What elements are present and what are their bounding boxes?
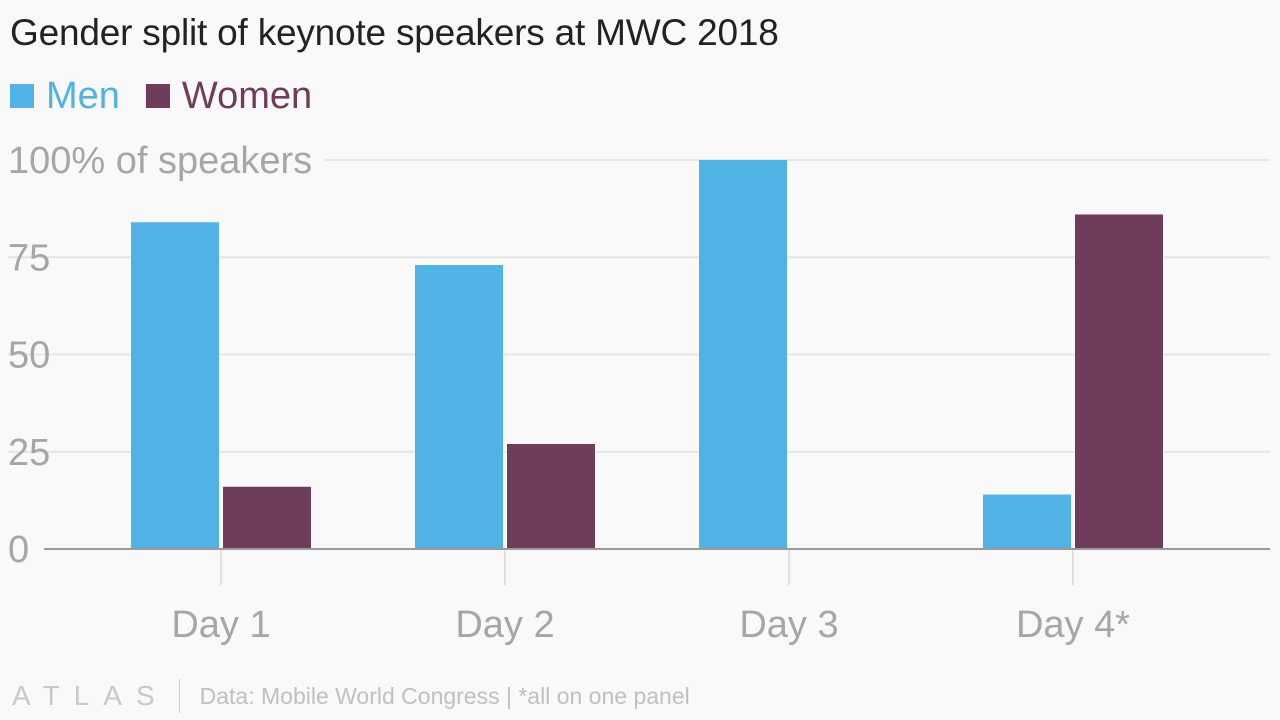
y-tick-label: 75 [8,237,50,279]
footer-divider [178,679,180,713]
bar [415,265,503,549]
legend-label-women: Women [181,74,313,117]
legend-swatch-women [145,84,170,108]
bar [983,494,1071,549]
y-tick-label: 50 [8,335,50,377]
legend-item-women: Women [145,74,313,118]
legend-swatch-men [10,84,34,108]
atlas-logo: ATLAS [12,680,169,711]
footer: ATLAS Data: Mobile World Congress | *all… [12,678,690,714]
legend-label-men: Men [46,74,120,117]
source-note: Data: Mobile World Congress | *all on on… [199,682,690,709]
bar [699,160,787,549]
y-tick-label: 0 [8,529,29,571]
bar [1075,214,1163,549]
x-tick-label: Day 2 [455,604,554,646]
x-tick-label: Day 1 [171,604,270,646]
y-tick-label: 100% of speakers [8,140,312,182]
legend: Men Women [10,74,338,118]
legend-item-men: Men [10,75,120,118]
bar [131,222,219,550]
x-tick-label: Day 3 [739,604,838,646]
bar [507,443,595,549]
x-tick-label: Day 4* [1016,604,1130,646]
y-tick-label: 25 [8,432,50,474]
bar [223,486,311,549]
chart-title: Gender split of keynote speakers at MWC … [10,12,779,53]
